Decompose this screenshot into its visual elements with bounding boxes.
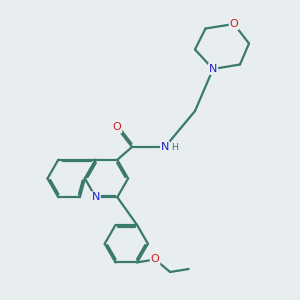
Text: N: N bbox=[92, 192, 100, 202]
Text: O: O bbox=[112, 122, 122, 133]
Text: H: H bbox=[172, 142, 178, 152]
Text: O: O bbox=[230, 19, 238, 29]
Text: N: N bbox=[161, 142, 169, 152]
Text: N: N bbox=[209, 64, 217, 74]
Text: O: O bbox=[151, 254, 160, 264]
